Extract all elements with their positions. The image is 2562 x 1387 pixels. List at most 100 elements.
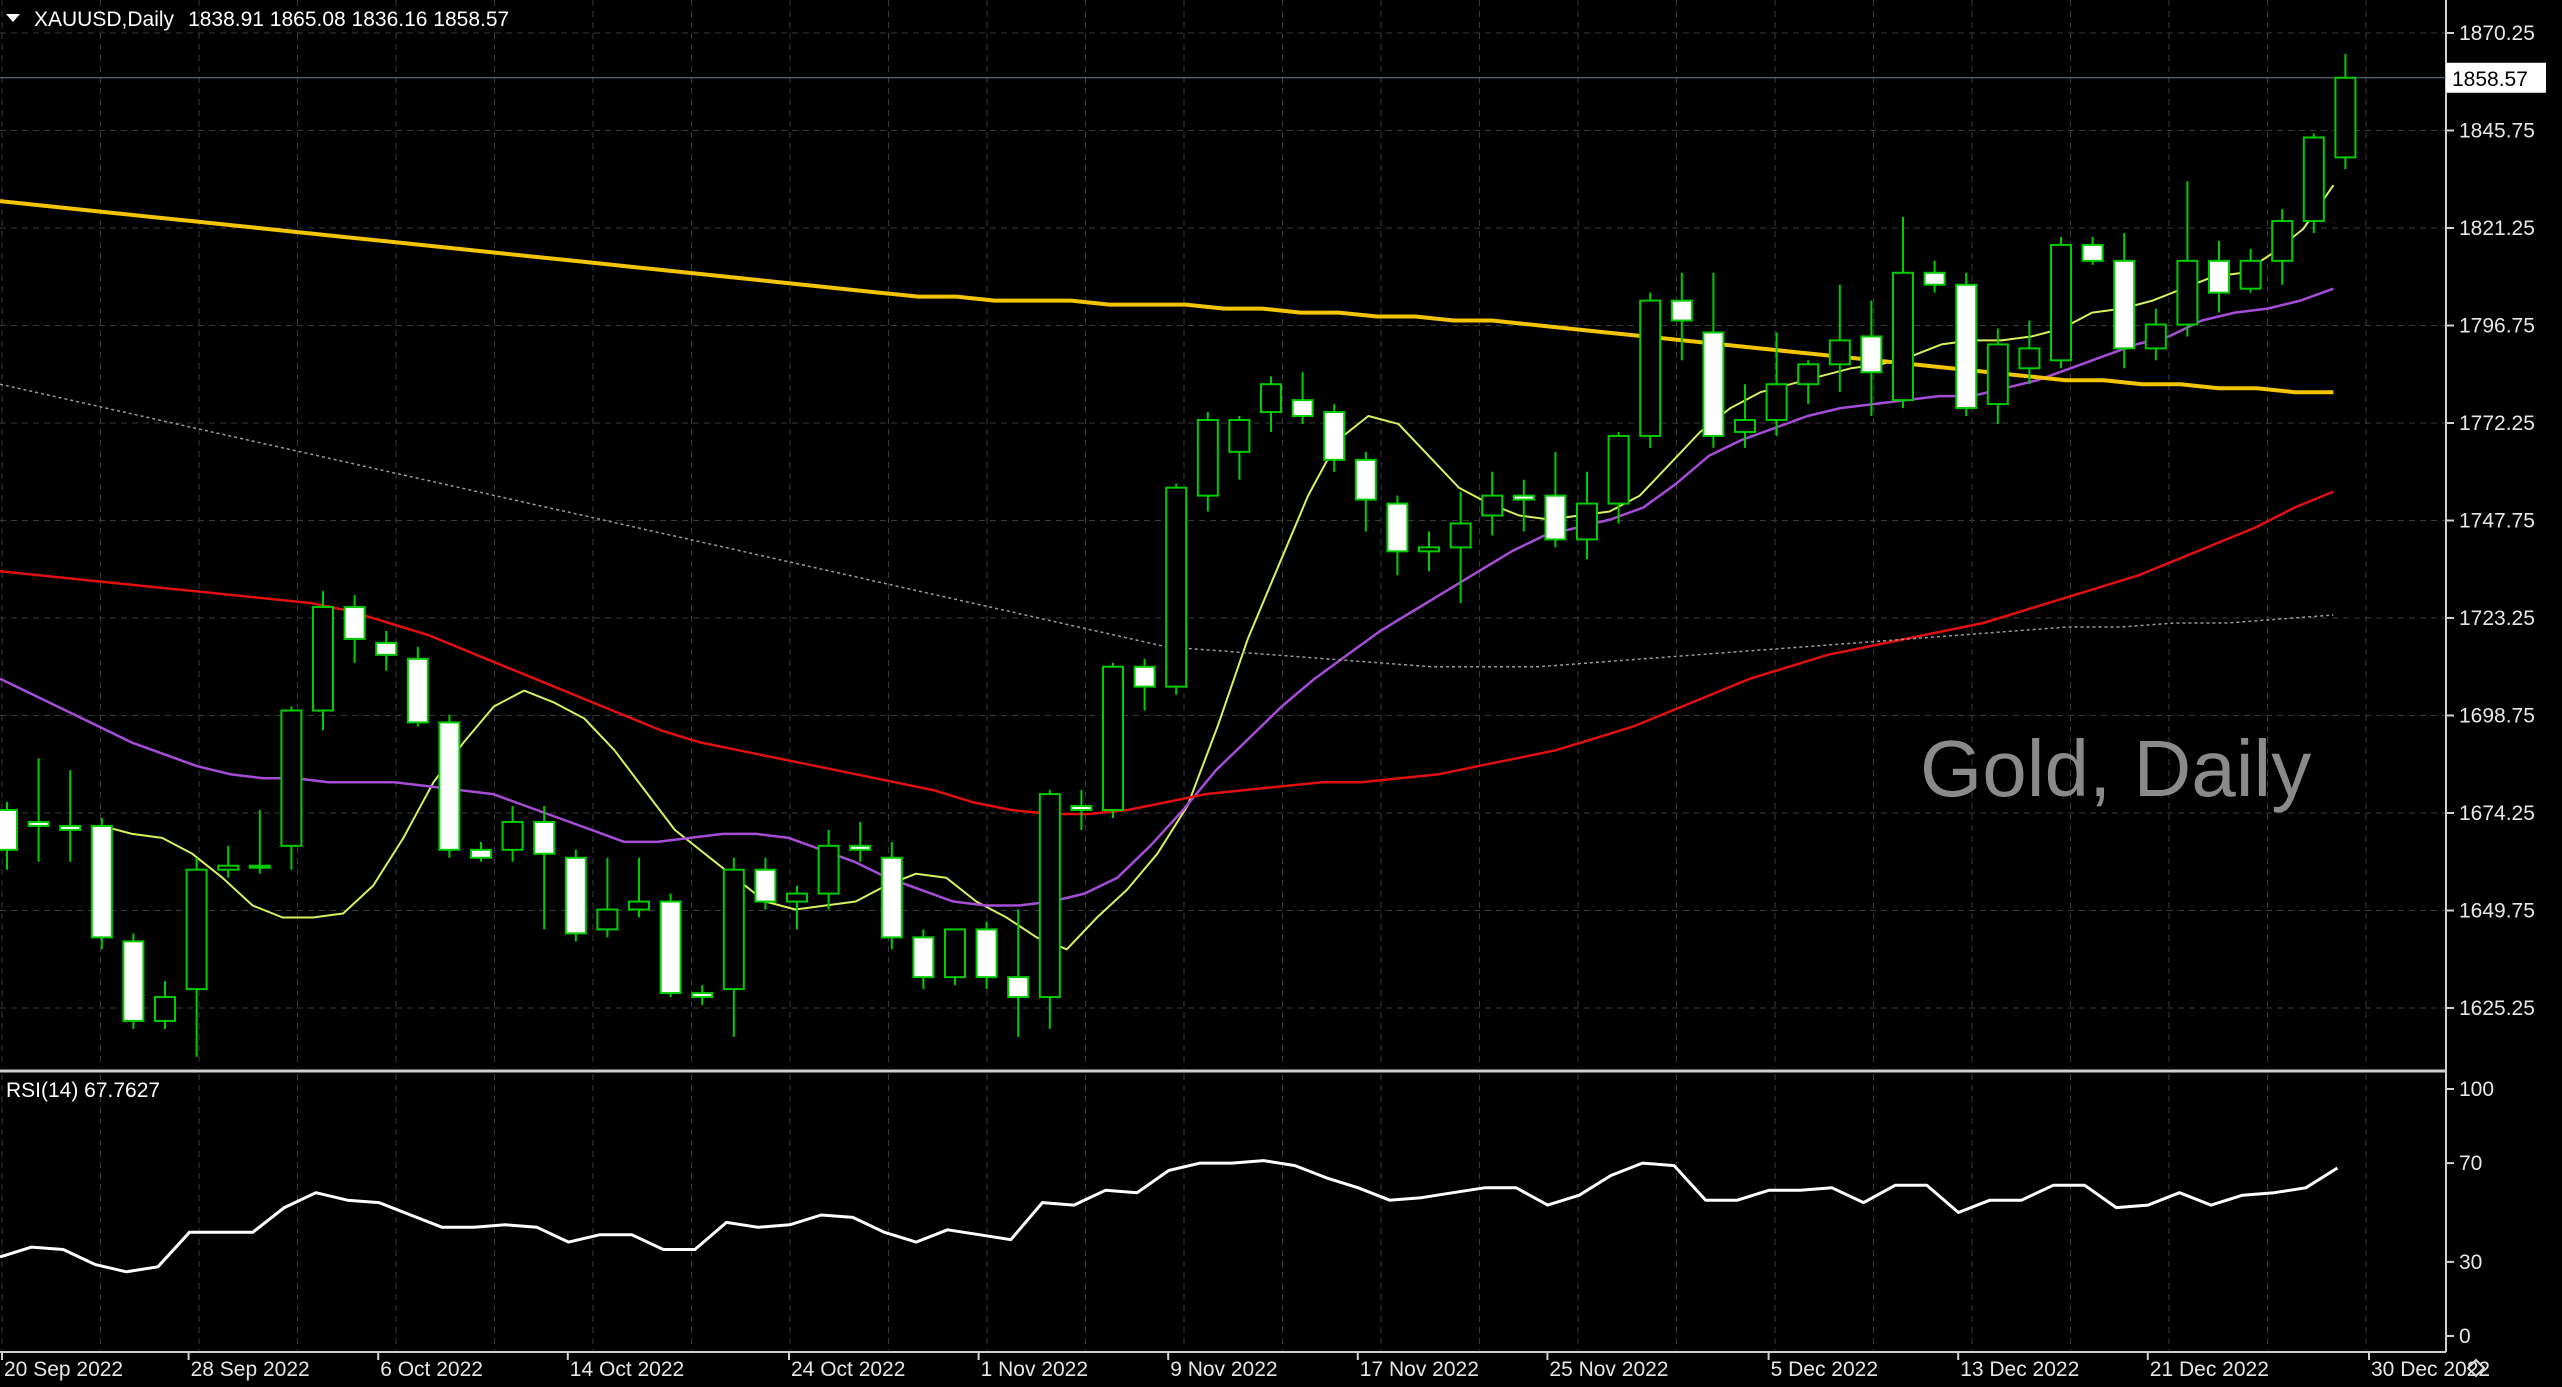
candle[interactable] — [1291, 372, 1314, 424]
candle[interactable] — [375, 630, 398, 671]
candle[interactable] — [1544, 451, 1567, 548]
bull-candle-body — [2176, 259, 2199, 326]
candle[interactable] — [2081, 236, 2104, 265]
candle[interactable] — [1354, 451, 1377, 532]
candle[interactable] — [501, 806, 524, 862]
candle[interactable] — [1449, 491, 1472, 604]
bull-candle-body — [1038, 793, 1061, 999]
candle[interactable] — [754, 857, 777, 910]
candle[interactable] — [1892, 217, 1914, 409]
candle[interactable] — [2208, 240, 2230, 313]
candle[interactable] — [1418, 531, 1440, 572]
time-axis[interactable]: 20 Sep 2022 28 Sep 2022 6 Oct 2022 14 Oct 2… — [1, 1352, 2490, 1381]
bull-candle-body — [217, 864, 240, 871]
bull-candle-body — [185, 868, 208, 991]
price-tick-label: 1698.75 — [2459, 705, 2535, 728]
bull-candle-body — [817, 844, 840, 895]
candle[interactable] — [1797, 360, 1820, 405]
candle[interactable] — [1576, 471, 1598, 560]
candle[interactable] — [2050, 236, 2072, 369]
candle[interactable] — [1102, 662, 1124, 818]
candle[interactable] — [912, 929, 935, 990]
candle[interactable] — [1955, 272, 1978, 417]
candle[interactable] — [1007, 909, 1030, 1037]
candle[interactable] — [406, 646, 429, 727]
candle[interactable] — [722, 857, 745, 1037]
candle[interactable] — [312, 591, 334, 731]
bear-candle-body — [849, 844, 872, 851]
rsi-pane-grid — [1, 1074, 2367, 1350]
candle[interactable] — [217, 845, 240, 878]
candle[interactable] — [533, 806, 556, 930]
candle[interactable] — [786, 885, 808, 930]
price-tick-label: 1747.75 — [2459, 510, 2535, 533]
candle[interactable] — [343, 595, 366, 663]
candle[interactable] — [944, 928, 966, 986]
price-tick-label: 1674.25 — [2459, 802, 2535, 825]
candle[interactable] — [2302, 133, 2325, 233]
candle[interactable] — [90, 817, 113, 950]
candle[interactable] — [1165, 483, 1188, 695]
candle[interactable] — [0, 802, 18, 870]
candle[interactable] — [1923, 260, 1946, 293]
price-axis[interactable]: 1870.25 1845.75 1821.25 1796.75 1772.25 1747.… — [2446, 22, 2535, 1020]
candle[interactable] — [849, 821, 872, 862]
candle[interactable] — [1828, 284, 1851, 393]
bear-candle-body — [1860, 335, 1883, 374]
candle[interactable] — [2018, 320, 2041, 385]
candle[interactable] — [628, 857, 650, 918]
candle[interactable] — [2144, 308, 2167, 361]
bear-candle-body — [1133, 665, 1156, 688]
candle[interactable] — [27, 758, 50, 862]
candle[interactable] — [975, 921, 998, 990]
candle[interactable] — [1670, 272, 1693, 361]
bear-candle-body — [691, 992, 714, 999]
time-tick-label: 24 Oct 2022 — [791, 1358, 905, 1381]
bull-candle-body — [1418, 546, 1440, 553]
candle[interactable] — [1386, 495, 1409, 576]
candle[interactable] — [1196, 412, 1219, 512]
candle[interactable] — [880, 841, 903, 950]
candle[interactable] — [1860, 300, 1883, 417]
candle[interactable] — [59, 770, 82, 862]
candle[interactable] — [2176, 181, 2199, 337]
candle[interactable] — [185, 857, 208, 1057]
candle[interactable] — [280, 706, 303, 870]
candle[interactable] — [1228, 416, 1251, 480]
candle[interactable] — [596, 857, 619, 938]
candle[interactable] — [1607, 431, 1630, 524]
candle[interactable] — [122, 933, 145, 1029]
candle[interactable] — [1260, 376, 1282, 432]
candle[interactable] — [154, 981, 176, 1029]
bear-candle-body — [2081, 243, 2104, 262]
candle[interactable] — [1481, 471, 1504, 536]
candle[interactable] — [1734, 384, 1756, 448]
candle[interactable] — [1323, 404, 1346, 472]
candle[interactable] — [1765, 332, 1788, 436]
candles[interactable] — [0, 53, 2357, 1057]
candle[interactable] — [470, 841, 492, 862]
candle[interactable] — [1702, 272, 1725, 448]
candle[interactable] — [438, 714, 461, 858]
candle[interactable] — [2239, 248, 2262, 293]
candle[interactable] — [1986, 328, 2009, 424]
candle[interactable] — [1133, 658, 1156, 711]
candle[interactable] — [248, 810, 271, 874]
candle[interactable] — [2113, 232, 2136, 369]
bull-candle-body — [1765, 383, 1788, 422]
candle[interactable] — [1639, 292, 1662, 448]
candle[interactable] — [659, 893, 682, 998]
time-tick-label: 5 Dec 2022 — [1771, 1358, 1878, 1381]
candle[interactable] — [817, 829, 840, 910]
candle[interactable] — [1070, 790, 1093, 830]
header-collapse-icon[interactable] — [6, 14, 20, 22]
candle[interactable] — [691, 985, 714, 1006]
candle[interactable] — [1038, 790, 1061, 1029]
candle[interactable] — [2334, 53, 2357, 170]
candle[interactable] — [2271, 209, 2294, 285]
candle[interactable] — [1512, 479, 1535, 532]
bull-candle-body — [248, 864, 271, 869]
rsi-axis[interactable]: 100 70 30 0 — [2446, 1078, 2494, 1348]
candle[interactable] — [564, 849, 587, 942]
